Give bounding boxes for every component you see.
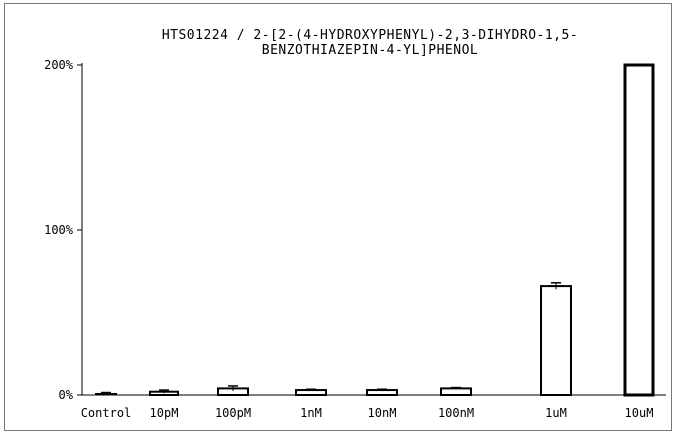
x-tick-label: 10nM: [368, 406, 397, 420]
x-tick-label: Control: [81, 406, 132, 420]
x-tick-label: 100nM: [438, 406, 474, 420]
x-tick-label: 1nM: [300, 406, 322, 420]
bar: [540, 285, 572, 397]
chart-frame: [4, 3, 672, 431]
y-tick-label: 0%: [59, 388, 74, 402]
chart-title-line-2: BENZOTHIAZEPIN-4-YL]PHENOL: [261, 43, 479, 58]
x-tick-label: 10pM: [150, 406, 179, 420]
chart-title: HTS01224 / 2-[2-(4-HYDROXYPHENYL)-2,3-DI…: [90, 28, 650, 58]
y-tick-label: 100%: [44, 223, 74, 237]
x-tick-label: 1uM: [545, 406, 567, 420]
x-tick-label: 100pM: [215, 406, 251, 420]
bar: [623, 63, 655, 397]
x-tick-label: 10uM: [625, 406, 654, 420]
chart-title-line-1: HTS01224 / 2-[2-(4-HYDROXYPHENYL)-2,3-DI…: [161, 28, 579, 43]
y-tick-label: 200%: [44, 58, 74, 72]
bar: [440, 387, 472, 396]
